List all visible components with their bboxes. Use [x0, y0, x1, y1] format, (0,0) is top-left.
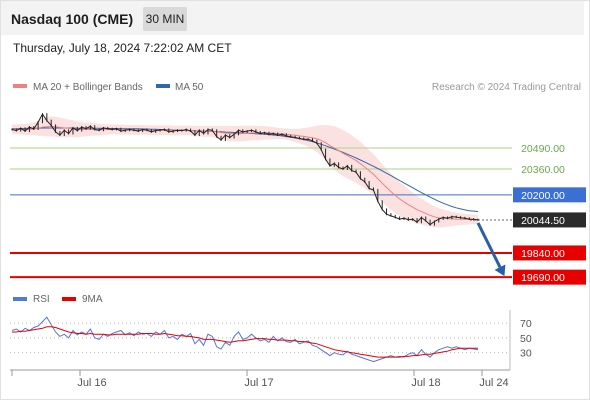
forecast-arrow — [476, 222, 506, 277]
price-series — [11, 113, 479, 226]
level-label: 20044.50 — [521, 215, 565, 227]
rsi-legend-swatch — [13, 297, 27, 301]
level-label: 20490.00 — [521, 143, 565, 155]
level-label-box — [513, 245, 586, 261]
ma50-legend-swatch — [156, 84, 170, 88]
rsi-legend-label: RSI — [33, 294, 50, 305]
level-label: 20200.00 — [521, 190, 565, 202]
rsi-panel: 70 50 30 — [10, 316, 532, 363]
rsi-ma-line — [12, 326, 478, 358]
timeframe-button[interactable]: 30 MIN — [143, 7, 187, 31]
rsi-line — [11, 316, 479, 363]
price-line — [11, 113, 479, 226]
rsi-tick-label: 50 — [520, 333, 532, 345]
credit-label: Research © 2024 Trading Central — [432, 82, 581, 93]
arrow-shaft — [476, 222, 502, 268]
x-axis: Jul 16 Jul 17 Jul 18 Jul 24 — [11, 370, 509, 389]
x-tick-label: Jul 16 — [77, 377, 106, 389]
level-label: 19690.00 — [521, 272, 565, 284]
x-tick-label: Jul 24 — [479, 377, 508, 389]
bollinger-band-fill — [12, 116, 478, 228]
level-label: 19840.00 — [521, 248, 565, 260]
bollinger-band — [12, 116, 478, 228]
ma50-legend-label: MA 50 — [175, 82, 204, 93]
instrument-title: Nasdaq 100 (CME) — [11, 11, 134, 27]
bb-legend-swatch — [13, 84, 27, 88]
rsi-tick-label: 30 — [520, 348, 532, 360]
x-tick-label: Jul 17 — [244, 377, 273, 389]
ma9-legend-label: 9MA — [82, 294, 103, 305]
rsi-tick-label: 70 — [520, 318, 532, 330]
bb-legend-label: MA 20 + Bollinger Bands — [33, 82, 143, 93]
level-label: 20360.00 — [521, 164, 565, 176]
timestamp: Thursday, July 18, 2024 7:22:02 AM CET — [13, 41, 232, 55]
chart-header: Nasdaq 100 (CME) 30 MIN — [1, 1, 584, 35]
level-lines: 20490.00 20360.00 20200.00 20044.50 19840.00… — [10, 143, 586, 285]
x-tick-label: Jul 18 — [411, 377, 440, 389]
arrow-head — [494, 264, 506, 277]
ma20-line — [11, 125, 479, 220]
level-label-box — [513, 187, 586, 203]
level-label-box — [513, 269, 586, 285]
ma9-legend-swatch — [62, 297, 76, 301]
level-label-box — [513, 212, 586, 228]
